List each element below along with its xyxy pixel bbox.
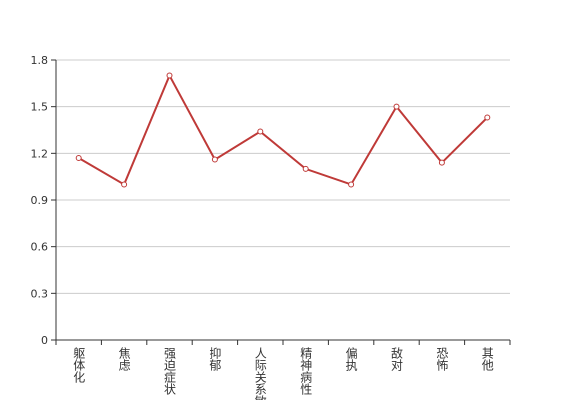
y-tick-label: 0.3 (31, 287, 49, 300)
line-series (78, 73, 489, 186)
point (166, 72, 173, 79)
y-tick-label: 0 (41, 334, 48, 347)
x-tick-label: 恐怖 (435, 347, 449, 371)
point (257, 128, 264, 135)
point (393, 103, 400, 110)
x-tick-label: 精神病性 (299, 347, 313, 396)
x-tick-label: 抑郁 (208, 346, 222, 372)
x-tick-label: 焦虑 (117, 347, 131, 371)
point (302, 165, 309, 172)
point (75, 155, 82, 161)
y-tick-label: 1.5 (31, 101, 49, 114)
y-tick-label: 0.6 (31, 241, 49, 254)
point (348, 181, 355, 188)
x-tick-label: 其他 (480, 347, 494, 371)
x-tick-label: 偏执 (344, 346, 358, 372)
point (438, 159, 445, 166)
point (484, 114, 491, 121)
x-tick-label: 人际关系敏感 (253, 347, 267, 400)
x-tick-label: 敌对 (390, 346, 404, 371)
x-tick-label: 强迫症状 (163, 347, 177, 395)
point (211, 156, 218, 163)
x-tick-label: 躯体化 (72, 346, 86, 384)
y-tick-label: 1.8 (31, 54, 49, 67)
y-tick-label: 0.9 (31, 194, 49, 207)
point (121, 181, 128, 188)
y-tick-label: 1.2 (31, 147, 49, 160)
